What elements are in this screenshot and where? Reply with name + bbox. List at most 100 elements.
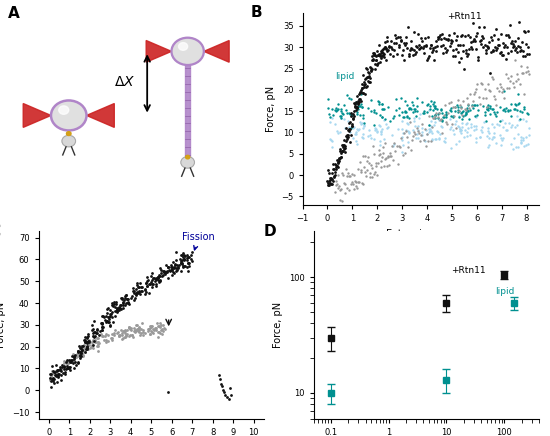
Point [345,124,354,131]
Polygon shape [23,103,51,127]
Point [56,366,64,373]
Point [85,337,94,344]
Point [184,260,192,267]
Point [70,353,79,360]
Point [90,337,99,344]
Point [137,284,146,291]
Point [390,112,399,119]
Point [469,105,477,112]
Point [90,329,98,336]
Point [50,376,58,383]
Point [108,302,117,309]
Point [51,368,59,375]
Point [168,266,177,272]
Point [351,107,360,114]
Point [481,41,490,48]
Point [427,136,436,143]
Point [93,326,102,333]
Point [81,338,90,345]
Point [458,31,466,38]
Point [377,129,386,136]
Point [327,144,336,151]
Point [427,41,436,48]
Point [157,267,166,274]
Point [378,100,387,107]
Point [175,261,184,268]
Point [103,318,112,325]
Point [99,333,108,340]
Point [103,304,112,311]
Point [451,104,460,111]
Point [366,66,375,73]
Y-axis label: Force, pN: Force, pN [273,302,283,348]
Point [345,125,354,132]
Point [500,44,509,51]
Point [438,30,447,37]
Point [138,320,147,327]
Point [424,33,432,40]
Point [148,330,157,337]
Point [338,198,347,205]
Point [113,305,122,312]
Point [180,253,189,260]
Point [112,299,120,306]
Point [381,43,390,50]
Point [331,107,339,114]
Point [383,125,392,132]
Point [136,330,145,337]
Point [478,35,487,42]
Point [403,133,411,140]
Point [505,34,514,41]
Point [152,275,161,282]
Point [444,109,453,116]
Point [168,268,177,275]
Point [337,109,346,116]
Point [509,146,518,153]
Point [48,376,57,383]
Point [134,284,143,291]
Point [108,330,117,337]
Point [154,276,163,283]
Point [488,120,497,127]
Point [438,118,447,125]
Point [399,113,408,120]
Point [378,113,387,120]
Point [167,262,175,269]
Point [156,272,164,279]
Point [323,104,332,111]
Point [329,161,338,168]
Point [425,129,434,136]
Point [500,119,509,126]
Point [437,105,446,112]
Point [94,334,103,341]
Point [360,81,368,88]
Point [115,333,124,340]
Point [492,102,500,109]
Point [150,275,158,282]
Point [145,325,153,332]
Point [179,262,188,269]
Point [126,327,135,334]
Point [454,123,463,130]
Point [78,349,86,356]
Point [147,322,156,329]
Point [92,339,101,346]
Point [83,344,92,351]
Point [367,65,376,72]
Point [139,332,147,339]
Point [466,43,475,50]
Point [520,27,529,34]
Point [439,42,448,49]
Point [146,322,155,329]
Point [487,106,496,113]
Point [378,52,387,59]
Point [327,115,336,122]
Point [324,111,333,118]
Point [94,332,103,339]
Point [375,123,384,129]
Point [79,337,88,344]
Point [372,127,381,134]
Point [346,112,355,119]
Text: lipid: lipid [335,72,354,81]
Point [106,334,115,341]
